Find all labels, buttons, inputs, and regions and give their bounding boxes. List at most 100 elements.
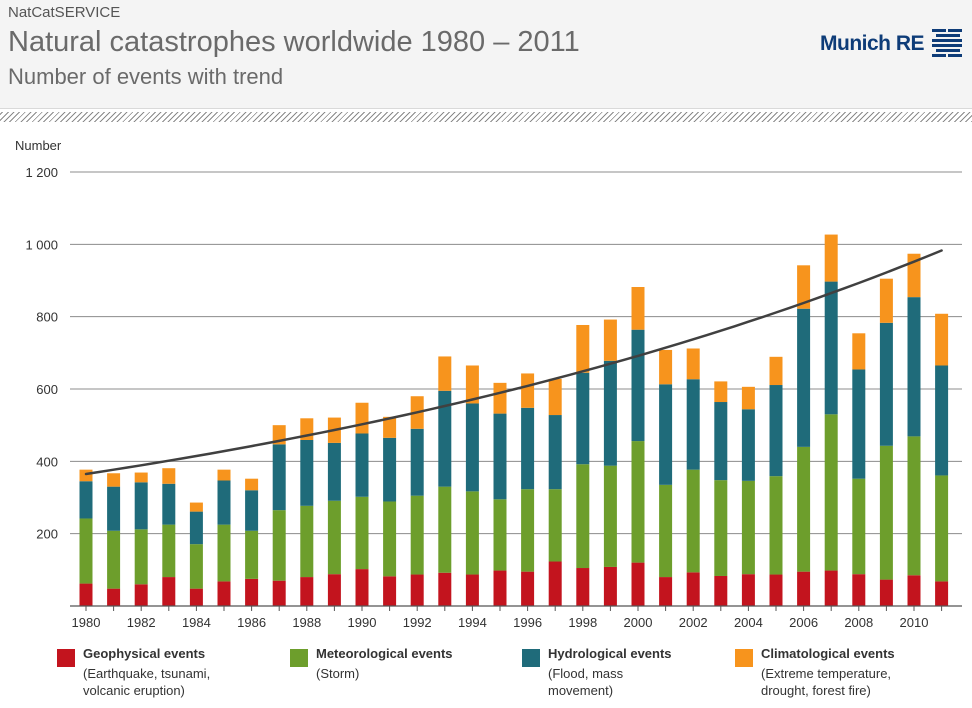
legend-title: Hydrological events xyxy=(548,646,672,661)
bar-geophysical-2008 xyxy=(852,574,866,606)
bar-climatological-1980 xyxy=(79,469,93,482)
bar-hydrological-1995 xyxy=(493,413,507,500)
bar-hydrological-2009 xyxy=(879,322,893,446)
x-tick-label: 1998 xyxy=(568,615,597,630)
bar-geophysical-1992 xyxy=(410,574,424,606)
bar-geophysical-2001 xyxy=(659,577,673,606)
trend-line xyxy=(84,249,943,476)
hatched-band xyxy=(0,112,972,122)
bar-hydrological-2004 xyxy=(741,409,755,481)
x-tick-label: 2010 xyxy=(900,615,929,630)
bar-geophysical-1995 xyxy=(493,570,507,606)
bar-climatological-2004 xyxy=(741,386,755,410)
page-title: Natural catastrophes worldwide 1980 – 20… xyxy=(8,26,580,58)
y-axis-label: Number xyxy=(15,138,62,153)
bar-geophysical-2002 xyxy=(686,572,700,606)
bar-meteorological-1994 xyxy=(465,491,479,575)
bar-hydrological-1997 xyxy=(548,415,562,490)
bar-hydrological-2011 xyxy=(935,365,949,476)
bar-climatological-2000 xyxy=(631,287,645,330)
x-tick-label: 1982 xyxy=(127,615,156,630)
bar-geophysical-1981 xyxy=(107,588,121,606)
bar-geophysical-2007 xyxy=(824,570,838,606)
bar-hydrological-1983 xyxy=(162,483,176,525)
bar-meteorological-1996 xyxy=(521,489,535,572)
bar-meteorological-1991 xyxy=(383,501,397,577)
bar-climatological-1991 xyxy=(383,416,397,438)
bar-climatological-1983 xyxy=(162,468,176,484)
bar-hydrological-1984 xyxy=(189,511,203,545)
bar-hydrological-2005 xyxy=(769,385,783,477)
x-tick-label: 2000 xyxy=(624,615,653,630)
bar-hydrological-1993 xyxy=(438,390,452,487)
header: NatCatSERVICE Natural catastrophes world… xyxy=(0,0,972,108)
bar-climatological-1997 xyxy=(548,378,562,416)
bar-geophysical-2005 xyxy=(769,574,783,606)
bar-meteorological-1985 xyxy=(217,524,231,582)
bar-hydrological-1985 xyxy=(217,480,231,525)
bar-geophysical-1997 xyxy=(548,561,562,606)
bar-meteorological-2007 xyxy=(824,414,838,571)
bar-climatological-2008 xyxy=(852,333,866,370)
bar-hydrological-1988 xyxy=(300,439,314,506)
bar-geophysical-2009 xyxy=(879,579,893,606)
legend-swatch-climatological xyxy=(735,649,753,667)
bar-climatological-2003 xyxy=(714,381,728,403)
bar-geophysical-2003 xyxy=(714,575,728,606)
bar-meteorological-2000 xyxy=(631,441,645,563)
bar-meteorological-1984 xyxy=(189,544,203,589)
bar-geophysical-1984 xyxy=(189,588,203,606)
header-divider xyxy=(0,108,972,109)
bar-climatological-1998 xyxy=(576,324,590,373)
bar-hydrological-1980 xyxy=(79,481,93,519)
bar-meteorological-1989 xyxy=(327,500,341,575)
bar-climatological-1984 xyxy=(189,502,203,512)
pre-title: NatCatSERVICE xyxy=(8,4,121,21)
bar-hydrological-2006 xyxy=(797,308,811,447)
bar-meteorological-1990 xyxy=(355,496,369,570)
bar-geophysical-2010 xyxy=(907,575,921,606)
legend-description-line: (Earthquake, tsunami, xyxy=(83,666,211,681)
bar-hydrological-1998 xyxy=(576,372,590,465)
legend-description-line: (Extreme temperature, xyxy=(761,666,892,681)
legend-description-line: drought, forest fire) xyxy=(761,683,871,698)
legend-title: Geophysical events xyxy=(83,646,206,661)
stacked-bar-chart: Number 200 400 600 800 1 000 1 200 1980 1982 1984… xyxy=(15,138,962,630)
bar-climatological-2009 xyxy=(879,278,893,323)
bar-geophysical-1988 xyxy=(300,577,314,606)
x-tick-label: 1992 xyxy=(403,615,432,630)
munich-re-logo: Munich RE xyxy=(820,26,964,62)
bar-meteorological-1987 xyxy=(272,510,286,581)
legend-description: (Earthquake, tsunami, volcanic eruption) xyxy=(83,665,210,699)
legend-description-line: (Storm) xyxy=(316,666,360,681)
bar-hydrological-1990 xyxy=(355,433,369,497)
bar-climatological-2010 xyxy=(907,253,921,298)
bar-hydrological-2010 xyxy=(907,297,921,437)
y-tick-label: 200 xyxy=(36,527,58,542)
bar-hydrological-2008 xyxy=(852,369,866,479)
y-tick-label: 1 200 xyxy=(25,165,58,180)
bar-meteorological-2011 xyxy=(935,475,949,582)
bar-climatological-1996 xyxy=(521,373,535,408)
y-tick-label: 400 xyxy=(36,454,58,469)
legend-description: (Storm) xyxy=(316,665,359,682)
x-tick-label: 1984 xyxy=(182,615,211,630)
legend-description-line: movement) xyxy=(548,683,614,698)
bar-meteorological-1999 xyxy=(603,465,617,567)
x-tick-label: 1988 xyxy=(292,615,321,630)
bar-meteorological-2009 xyxy=(879,445,893,580)
bar-geophysical-1985 xyxy=(217,581,231,606)
bar-climatological-2005 xyxy=(769,356,783,386)
bar-climatological-1999 xyxy=(603,319,617,361)
bar-geophysical-1983 xyxy=(162,577,176,606)
bar-climatological-1990 xyxy=(355,402,369,434)
bar-meteorological-2001 xyxy=(659,484,673,578)
x-tick-label: 1990 xyxy=(348,615,377,630)
bar-climatological-2001 xyxy=(659,349,673,385)
bar-geophysical-1993 xyxy=(438,572,452,606)
bar-hydrological-1989 xyxy=(327,442,341,501)
bar-hydrological-2003 xyxy=(714,402,728,481)
x-tick-label: 1980 xyxy=(72,615,101,630)
bar-meteorological-2003 xyxy=(714,480,728,576)
bar-meteorological-1988 xyxy=(300,505,314,578)
